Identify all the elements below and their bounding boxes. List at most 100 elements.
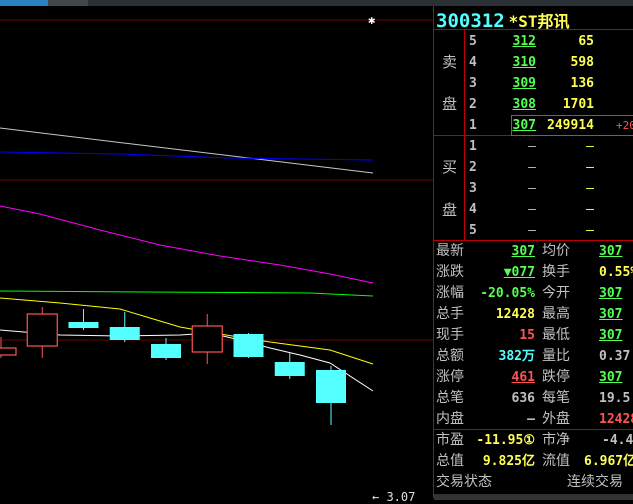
candle-body [274,362,305,376]
stat-row: 最新 307 均价 307 [434,241,633,262]
stat-label: 今开 [542,285,570,301]
stat-label: 均价 [542,243,570,259]
level: 1 [469,139,477,154]
trade-status-label: 交易状态 [436,474,492,490]
sell-row[interactable]: 3 309 136 [434,73,633,94]
stat-label: 换手 [542,264,570,280]
buy-row[interactable]: 5 – – [434,220,633,241]
volume: – [586,181,594,196]
sell-row[interactable]: 1 307 249914 +20 [434,115,633,136]
price: – [528,223,536,238]
level: 2 [469,160,477,175]
stat-value: 307 [599,286,623,301]
stock-title: 300312 *ST邦讯 [436,8,570,32]
stat-row: 涨幅 -20.05% 今开 307 [434,283,633,304]
stat-label: 现手 [436,327,464,343]
trade-status-value: 连续交易 [567,474,623,490]
bottom-bar[interactable] [434,494,633,500]
stat-row: 总笔 636 每笔 19.5 [434,388,633,409]
tab-bar[interactable] [0,0,633,6]
stat-label: 涨跌 [436,264,464,280]
kline-chart[interactable]: ✱ [0,6,433,498]
volume: – [586,160,594,175]
stat-label: 每笔 [542,390,570,406]
level: 1 [469,118,477,133]
volume: 598 [570,55,594,70]
active-tab[interactable] [0,0,48,6]
level: 3 [469,181,477,196]
stock-name: *ST邦讯 [508,12,570,31]
sell-row[interactable]: 4 310 598 [434,52,633,73]
volume: 249914 [547,118,594,133]
stat-value: 12428 [599,412,633,427]
candle-body [191,325,223,353]
stat-value: 0.55% [599,265,633,280]
stat-value: 461 [511,370,535,385]
buy-row[interactable]: 4 – – [434,199,633,220]
stat-value: -11.95① [476,433,535,448]
price: 308 [512,97,536,112]
highest-marker-icon: ✱ [368,13,375,27]
sell-row[interactable]: 5 312 65 [434,31,633,52]
stat-value: ▼077 [503,265,535,280]
level: 5 [469,223,477,238]
price: – [528,202,536,217]
stat-label: 市净 [542,432,570,448]
buy-label: 盘 [442,201,458,219]
valuation-row: 市盈 -11.95① 市净 -4.46 [434,430,633,451]
stat-value: 307 [599,307,623,322]
price: 310 [512,55,536,70]
volume: – [586,139,594,154]
price: – [528,181,536,196]
stat-value: -20.05% [480,286,535,301]
price: 312 [512,34,536,49]
stat-row: 涨停 461 跌停 307 [434,367,633,388]
price: 307 [512,118,536,133]
candle-body [233,334,264,357]
stat-value: 636 [511,391,535,406]
stat-label: 最新 [436,243,464,259]
stat-label: 跌停 [542,369,570,385]
price: – [528,160,536,175]
candle-body [26,313,58,347]
candle-body [109,327,140,340]
low-price-marker: ← 3.07 [372,490,416,504]
buy-row[interactable]: 2 – – [434,157,633,178]
stat-value: 307 [511,244,535,259]
stat-label: 涨幅 [436,285,464,301]
stat-label: 内盘 [436,411,464,427]
level: 5 [469,34,477,49]
buy-label: 买 [442,158,458,176]
price: 309 [512,76,536,91]
stat-label: 总值 [436,453,464,469]
volume-change: +20 [616,119,633,132]
stat-value: 307 [599,244,623,259]
tab[interactable] [48,0,88,6]
stat-value: – [527,412,535,427]
sell-row[interactable]: 2 308 1701 [434,94,633,115]
stat-label: 流值 [542,453,570,469]
stat-value: 307 [599,328,623,343]
stock-code: 300312 [436,10,505,32]
buy-row[interactable]: 3 – – [434,178,633,199]
stat-value: 19.5 [599,391,631,406]
volume: – [586,202,594,217]
stat-label: 量比 [542,348,570,364]
stat-label: 最低 [542,327,570,343]
volume: – [586,223,594,238]
stat-row: 涨跌 ▼077 换手 0.55% [434,262,633,283]
sell-label: 卖 [442,53,458,71]
trade-status-row: 交易状态 连续交易 [434,472,633,493]
stat-value: 0.37 [599,349,631,364]
volume: 65 [578,34,594,49]
stat-row: 现手 15 最低 307 [434,325,633,346]
candle-body [0,347,17,356]
level: 3 [469,76,477,91]
stat-value: -4.46 [602,433,633,448]
sell-label: 盘 [442,95,458,113]
candle-body [68,322,99,328]
stat-label: 总笔 [436,390,464,406]
stat-value: 12428 [495,307,535,322]
ma-line-gray [0,127,374,174]
buy-row[interactable]: 1 – – [434,136,633,157]
